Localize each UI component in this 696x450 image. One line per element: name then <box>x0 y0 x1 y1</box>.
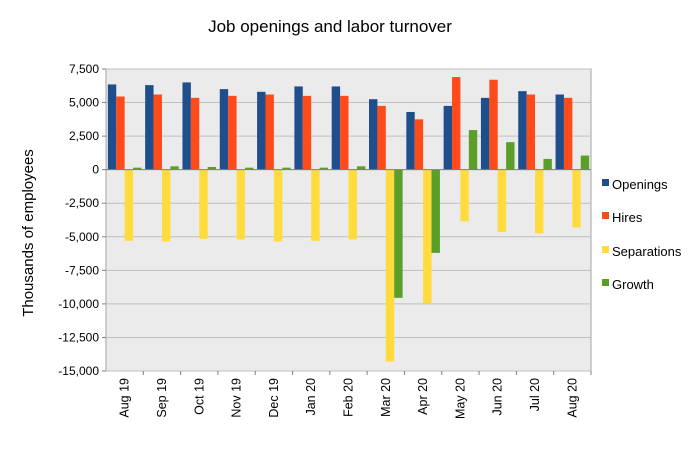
y-tick-label: 5,000 <box>69 96 99 110</box>
x-axis-ticks: Aug 19 Sep 19 Oct 19 Nov 19 Dec 19 Jan 20 Feb … <box>118 371 592 419</box>
bar-growth-apr-20 <box>431 169 440 253</box>
bar-growth-mar-20 <box>394 169 403 298</box>
x-tick-label: Oct 19 <box>192 378 206 415</box>
bar-separations-oct-19 <box>199 169 208 239</box>
bar-separations-sep-19 <box>161 169 171 242</box>
bar-hires-jul-20 <box>526 94 536 170</box>
bar-separations-jun-20 <box>497 169 507 233</box>
bar-growth-jul-20 <box>543 158 552 170</box>
bar-hires-aug-20 <box>563 97 573 170</box>
bar-openings-aug-20 <box>555 94 564 170</box>
bar-openings-sep-19 <box>145 85 154 170</box>
bar-separations-may-20 <box>460 169 469 222</box>
bar-separations-dec-19 <box>273 169 283 242</box>
bars <box>107 77 590 362</box>
bar-separations-aug-20 <box>572 169 581 228</box>
legend-label-separations: Separations <box>612 244 682 259</box>
chart-title: Job openings and labor turnover <box>208 17 452 36</box>
y-tick-label: -5,000 <box>65 230 99 244</box>
legend-label-growth: Growth <box>612 277 654 292</box>
legend: Openings Hires Separations Growth <box>602 177 682 292</box>
bar-hires-feb-20 <box>340 95 349 170</box>
bar-growth-oct-19 <box>207 166 217 170</box>
x-tick-label: Jan 20 <box>304 378 318 416</box>
bar-separations-nov-19 <box>236 169 245 240</box>
bar-separations-jul-20 <box>535 169 544 234</box>
y-axis-label: Thousands of employees <box>20 149 37 317</box>
bar-openings-dec-19 <box>257 91 266 170</box>
bar-hires-apr-20 <box>414 119 424 170</box>
bar-separations-apr-20 <box>423 169 432 304</box>
bar-openings-oct-19 <box>182 82 191 170</box>
bar-hires-nov-19 <box>228 95 237 170</box>
y-tick-label: -15,000 <box>58 364 99 378</box>
x-tick-label: Feb 20 <box>342 378 356 417</box>
bar-separations-feb-20 <box>348 169 357 240</box>
bar-growth-may-20 <box>468 130 478 170</box>
bar-openings-jul-20 <box>518 91 527 170</box>
y-tick-label: -2,500 <box>65 196 99 210</box>
bar-separations-aug-19 <box>124 169 134 241</box>
bar-separations-jan-20 <box>311 169 320 241</box>
y-tick-label: -12,500 <box>58 330 99 344</box>
y-tick-label: -10,000 <box>58 297 99 311</box>
legend-label-openings: Openings <box>612 177 668 192</box>
bar-separations-mar-20 <box>385 169 395 362</box>
bar-growth-feb-20 <box>356 166 366 170</box>
x-tick-label: Aug 20 <box>565 378 579 418</box>
legend-swatch-hires <box>602 212 609 219</box>
legend-swatch-growth <box>602 279 609 286</box>
bar-growth-aug-19 <box>133 167 142 170</box>
legend-swatch-separations <box>602 246 609 253</box>
bar-growth-dec-19 <box>282 167 291 170</box>
y-tick-label: 0 <box>92 163 99 177</box>
x-tick-label: Jul 20 <box>528 378 542 411</box>
x-tick-label: Nov 19 <box>230 378 244 418</box>
x-tick-label: Apr 20 <box>416 378 430 415</box>
bar-hires-jan-20 <box>302 95 312 170</box>
bar-openings-nov-19 <box>219 89 229 170</box>
bar-openings-feb-20 <box>331 86 341 170</box>
y-tick-label: 2,500 <box>69 129 99 143</box>
y-axis-ticks: 7,500 5,000 2,500 0 -2,500 -5,000 -7,500 -10,00… <box>58 62 106 378</box>
bar-growth-aug-20 <box>580 155 590 170</box>
x-tick-label: Mar 20 <box>379 378 393 417</box>
bar-hires-sep-19 <box>153 94 162 170</box>
bar-hires-may-20 <box>452 77 461 170</box>
bar-openings-may-20 <box>443 105 453 170</box>
bar-openings-apr-20 <box>406 111 415 170</box>
bar-openings-jan-20 <box>294 86 303 170</box>
bar-hires-jun-20 <box>489 79 498 170</box>
bar-growth-jun-20 <box>506 142 515 170</box>
bar-openings-mar-20 <box>369 99 378 170</box>
x-tick-label: Dec 19 <box>267 378 281 418</box>
x-tick-label: Sep 19 <box>155 378 169 418</box>
y-tick-label: 7,500 <box>69 62 99 76</box>
x-tick-label: Jun 20 <box>491 378 505 416</box>
bar-hires-aug-19 <box>116 96 125 170</box>
bar-hires-oct-19 <box>190 97 200 170</box>
legend-label-hires: Hires <box>612 210 643 225</box>
x-tick-label: Aug 19 <box>118 378 132 418</box>
bar-growth-nov-19 <box>244 167 254 170</box>
y-tick-label: -7,500 <box>65 263 99 277</box>
bar-growth-sep-19 <box>170 166 179 170</box>
bar-growth-jan-20 <box>319 167 328 170</box>
legend-swatch-openings <box>602 179 609 186</box>
bar-openings-aug-19 <box>107 84 117 170</box>
bar-hires-dec-19 <box>265 94 274 170</box>
bar-openings-jun-20 <box>480 97 490 170</box>
x-tick-label: May 20 <box>453 378 467 419</box>
bar-hires-mar-20 <box>377 105 386 170</box>
